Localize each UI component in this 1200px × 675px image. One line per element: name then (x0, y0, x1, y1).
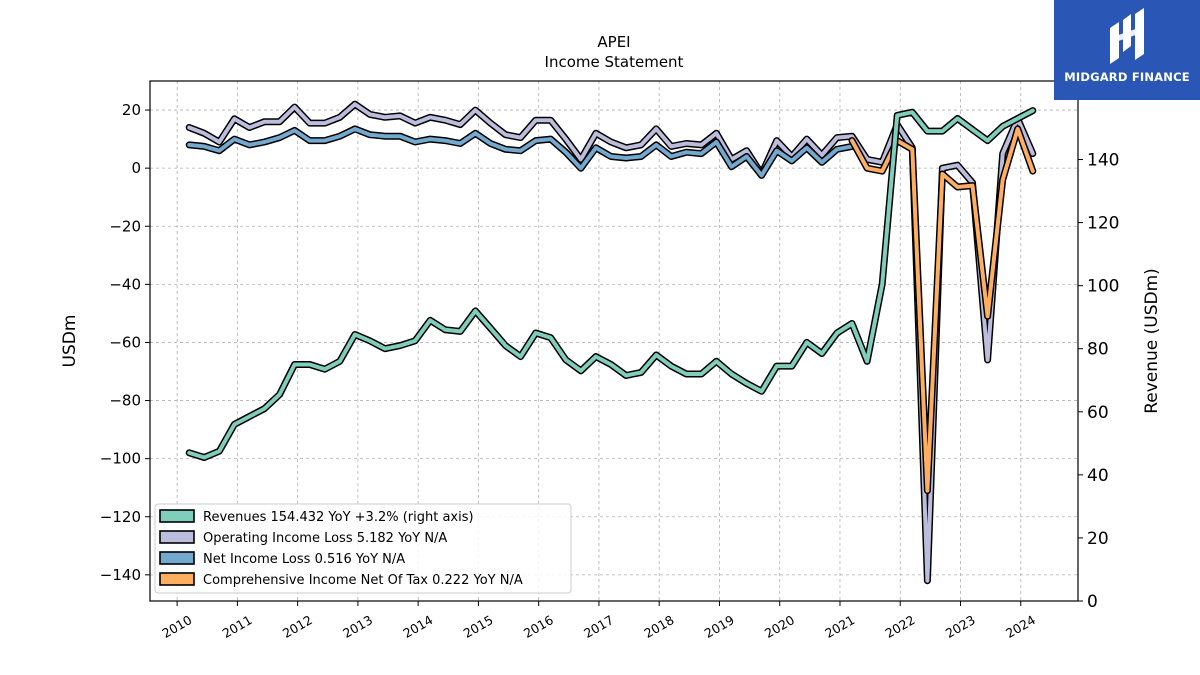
y-left-tick-label: −20 (109, 217, 141, 235)
legend: Revenues 154.432 YoY +3.2% (right axis) … (154, 503, 572, 594)
grid-lines (150, 81, 1078, 601)
legend-swatch-comprehensive-income (159, 572, 195, 586)
x-tick-label: 2021 (822, 612, 857, 641)
series-net-income-loss (185, 125, 856, 179)
y-right-tick-label: 80 (1087, 340, 1109, 360)
x-tick-label: 2013 (340, 612, 375, 641)
brand-logo: MIDGARD FINANCE (1054, 0, 1200, 100)
brand-name: MIDGARD FINANCE (1064, 70, 1190, 84)
right-axis: 0 20 40 60 80 100 120 140 (1078, 151, 1119, 612)
y-right-tick-label: 60 (1087, 403, 1109, 423)
x-tick-label: 2023 (943, 612, 978, 641)
y-left-tick-label: −120 (100, 508, 141, 526)
y-right-tick-label: 0 (1087, 592, 1098, 612)
x-axis: 2010 2011 2012 2013 2014 2015 2016 2017 2018 2019… (159, 601, 1038, 641)
y-left-tick-label: −100 (100, 450, 141, 468)
y-left-tick-label: 20 (122, 101, 141, 119)
x-tick-label: 2010 (159, 612, 194, 641)
legend-label-revenues: Revenues 154.432 YoY +3.2% (right axis) (203, 510, 474, 525)
x-tick-label: 2018 (641, 612, 676, 641)
series-lines (185, 100, 1037, 585)
legend-label-comprehensive-income: Comprehensive Income Net Of Tax 0.222 Yo… (203, 573, 523, 588)
legend-swatch-operating-income-loss (159, 530, 195, 544)
x-tick-label: 2011 (220, 612, 255, 641)
series-line-comprehensive-income-net-of-tax (850, 126, 1035, 493)
x-tick-label: 2016 (521, 612, 556, 641)
legend-swatch-revenues (159, 509, 195, 523)
y-right-tick-label: 20 (1087, 529, 1109, 549)
y-right-tick-label: 120 (1087, 214, 1119, 234)
y-axis-left-label: USDm (60, 315, 80, 368)
x-tick-label: 2019 (702, 612, 737, 641)
y-left-tick-label: −140 (100, 566, 141, 584)
legend-label-net-income-loss: Net Income Loss 0.516 YoY N/A (203, 552, 405, 567)
y-left-tick-label: −80 (109, 392, 141, 410)
y-axis-right-label: Revenue (USDm) (1142, 268, 1162, 414)
left-axis: 20 0 −20 −40 −60 −80 −100 −120 −140 (100, 101, 150, 584)
x-tick-label: 2022 (882, 612, 917, 641)
x-tick-label: 2012 (280, 612, 315, 641)
series-comprehensive-income-net-of-tax (848, 125, 1037, 495)
y-left-tick-label: −40 (109, 275, 141, 293)
x-tick-label: 2024 (1003, 612, 1038, 641)
legend-label-operating-income-loss: Operating Income Loss 5.182 YoY N/A (203, 531, 447, 546)
series-line-revenues (187, 108, 1035, 460)
x-tick-label: 2015 (461, 612, 496, 641)
chart-subtitle: Income Statement (545, 53, 684, 71)
y-left-tick-label: −60 (109, 333, 141, 351)
chart-title: APEI (597, 33, 630, 51)
y-right-tick-label: 40 (1087, 466, 1109, 486)
x-tick-label: 2020 (762, 612, 797, 641)
series-revenues (185, 107, 1037, 461)
y-left-tick-label: 0 (131, 159, 141, 177)
x-tick-label: 2014 (400, 612, 435, 641)
y-right-tick-label: 100 (1087, 277, 1119, 297)
y-right-tick-label: 140 (1087, 151, 1119, 171)
series-line-net-income-loss (187, 126, 854, 178)
midgard-logo-icon (1110, 8, 1144, 64)
x-tick-label: 2017 (581, 612, 616, 641)
legend-swatch-net-income-loss (159, 551, 195, 565)
plot-frame (149, 80, 1079, 602)
